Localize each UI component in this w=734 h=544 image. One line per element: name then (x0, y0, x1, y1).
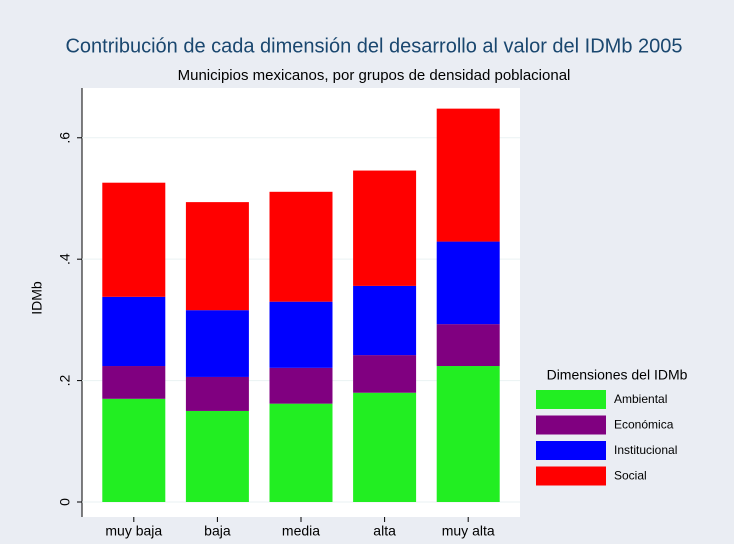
y-axis-label: IDMb (29, 281, 45, 315)
bar-segment (102, 398, 166, 502)
legend-label: Económica (614, 418, 674, 432)
legend-swatch (536, 390, 606, 409)
bar-segment (269, 191, 333, 302)
bar-segment (269, 301, 333, 368)
legend-swatch (536, 415, 606, 435)
legend-label: Social (614, 469, 647, 483)
bar-segment (353, 170, 417, 286)
bar-segment (269, 367, 333, 404)
x-tick-label: muy alta (442, 523, 495, 539)
legend-title: Dimensiones del IDMb (547, 367, 688, 383)
bar-segment (102, 366, 166, 399)
x-tick-label: media (282, 523, 320, 539)
bar-segment (185, 410, 249, 502)
chart-subtitle: Municipios mexicanos, por grupos de dens… (178, 67, 571, 84)
bar-segment (102, 296, 166, 367)
y-tick-label: .2 (57, 375, 73, 387)
x-tick-label: alta (373, 523, 396, 539)
bar-segment (353, 355, 417, 393)
y-tick-label: .4 (57, 253, 73, 265)
bar-segment (185, 202, 249, 311)
bar-segment (436, 108, 500, 242)
bar-segment (436, 324, 500, 367)
legend-swatch (536, 466, 606, 486)
bar-segment (185, 310, 249, 377)
bar-segment (185, 376, 249, 411)
legend-label: Institucional (614, 443, 677, 457)
bar-segment (269, 403, 333, 502)
y-tick-label: 0 (57, 498, 73, 506)
bar-segment (436, 366, 500, 502)
chart-title: Contribución de cada dimensión del desar… (65, 35, 682, 57)
legend-swatch (536, 441, 606, 460)
y-tick-label: .6 (57, 132, 73, 144)
bar-segment (353, 392, 417, 502)
legend-label: Ambiental (614, 392, 667, 406)
bar-segment (353, 285, 417, 356)
bar-segment (436, 241, 500, 325)
x-tick-label: muy baja (105, 523, 162, 539)
x-tick-label: baja (204, 523, 231, 539)
bar-segment (102, 182, 166, 297)
